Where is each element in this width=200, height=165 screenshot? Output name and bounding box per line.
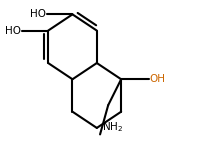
Text: HO: HO — [5, 26, 21, 36]
Text: NH$_2$: NH$_2$ — [102, 120, 123, 134]
Text: HO: HO — [30, 9, 46, 19]
Text: OH: OH — [150, 74, 166, 84]
